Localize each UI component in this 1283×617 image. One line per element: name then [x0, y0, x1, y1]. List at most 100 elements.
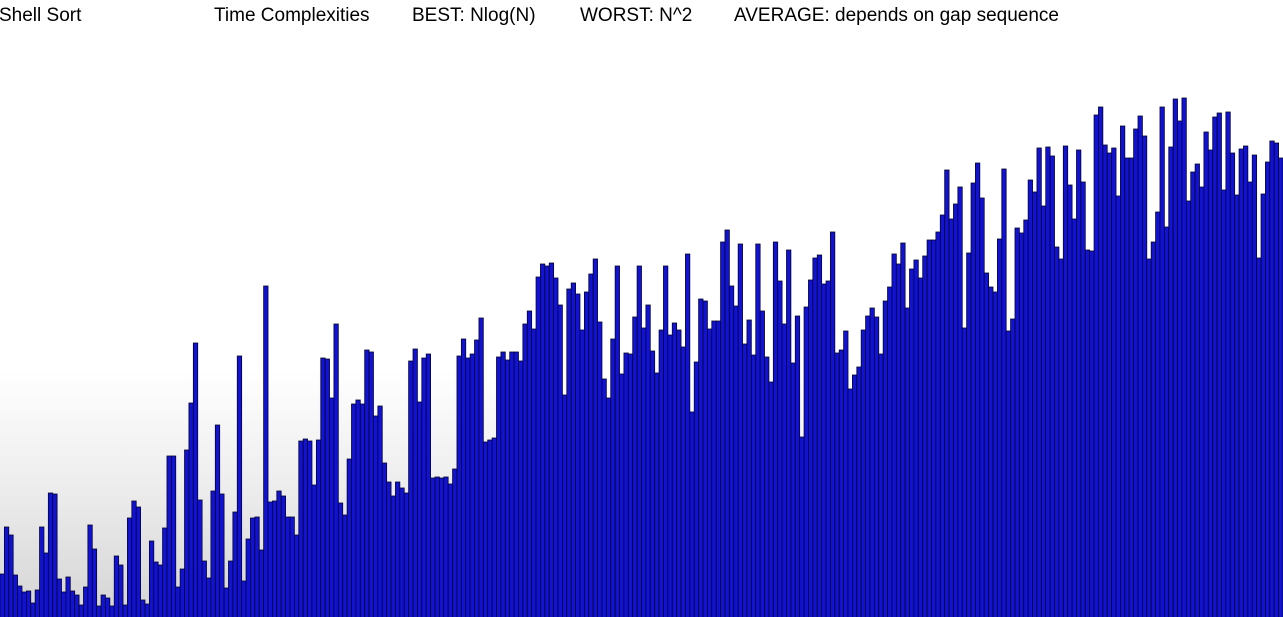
array-bar: [676, 329, 682, 617]
array-bar: [100, 594, 106, 617]
array-bar: [17, 585, 23, 617]
array-bar: [214, 424, 221, 617]
array-bar: [544, 265, 550, 617]
array-bar: [206, 577, 212, 617]
algorithm-title: Shell Sort: [0, 5, 82, 26]
array-bar: [913, 259, 919, 617]
array-bar: [250, 517, 256, 617]
array-bar: [289, 516, 295, 617]
array-bar: [78, 604, 84, 617]
array-bar: [566, 288, 572, 617]
array-bar: [1221, 189, 1227, 617]
array-bar: [610, 338, 616, 617]
array-bar: [324, 358, 330, 617]
array-bar: [1124, 157, 1130, 617]
array-bar: [1084, 249, 1091, 617]
array-bar: [1049, 155, 1055, 617]
array-bar: [821, 283, 827, 617]
array-bar: [487, 439, 493, 617]
array-bar: [1168, 146, 1174, 617]
array-bar: [311, 484, 317, 617]
array-bar: [1163, 226, 1170, 617]
array-bar: [1225, 111, 1231, 617]
array-bar: [39, 526, 45, 617]
array-bar: [575, 293, 581, 617]
array-bar: [355, 399, 361, 617]
array-bar: [3, 526, 10, 617]
array-bar: [724, 229, 730, 617]
array-bar: [1080, 181, 1086, 617]
array-bar: [970, 182, 976, 617]
array-bar: [148, 540, 155, 617]
array-bar: [162, 527, 168, 617]
array-bar: [583, 291, 590, 617]
array-bar: [601, 378, 607, 617]
array-bar: [1120, 125, 1126, 617]
array-bar: [816, 254, 823, 617]
array-bar: [1212, 116, 1218, 617]
array-bar: [1234, 194, 1240, 617]
array-bar: [337, 502, 344, 617]
array-bar: [592, 258, 598, 617]
array-bar: [1199, 186, 1205, 617]
array-bar: [403, 492, 410, 617]
array-bar: [513, 351, 519, 617]
array-bar: [1010, 318, 1016, 617]
header-bar: Shell Sort Time Complexities BEST: Nlog(…: [0, 0, 1283, 34]
array-bar: [276, 490, 282, 617]
array-bar: [1106, 152, 1113, 617]
array-bar: [373, 415, 379, 617]
array-bar: [632, 316, 638, 617]
array-bar: [83, 586, 89, 617]
array-bar: [43, 552, 49, 617]
array-bar: [12, 574, 18, 617]
array-bar: [1273, 142, 1279, 617]
array-bar: [693, 361, 700, 617]
array-bar: [302, 438, 308, 617]
array-bar: [1256, 257, 1262, 617]
array-bar: [184, 449, 190, 617]
array-bar: [838, 349, 845, 617]
array-bar: [122, 604, 128, 617]
array-bar: [794, 315, 801, 617]
array-bar: [478, 317, 484, 617]
array-bar: [368, 351, 374, 617]
array-bar: [1018, 232, 1025, 617]
array-bar: [232, 511, 238, 617]
array-bar: [272, 500, 278, 617]
array-bar: [228, 560, 234, 617]
array-bar: [377, 405, 383, 617]
array-bar: [641, 327, 647, 617]
array-bar: [750, 354, 757, 617]
array-bar: [280, 495, 286, 617]
array-bar: [961, 327, 968, 617]
array-bar: [1089, 250, 1095, 617]
array-bar: [715, 320, 721, 617]
array-bar: [1155, 211, 1161, 617]
array-bar: [1260, 193, 1266, 617]
array-bar: [201, 560, 207, 617]
array-bar: [786, 249, 792, 617]
array-bar: [1058, 258, 1064, 617]
array-bar: [30, 602, 36, 617]
array-bar: [557, 304, 563, 617]
array-bar: [698, 298, 704, 617]
array-bar: [1181, 97, 1187, 617]
array-bar: [1054, 246, 1060, 617]
array-bar: [430, 477, 436, 617]
array-bar: [966, 252, 972, 617]
array-bar: [65, 576, 71, 617]
array-bar: [359, 403, 366, 617]
array-bar: [87, 524, 93, 617]
array-bar: [69, 590, 76, 617]
array-bar: [465, 357, 471, 617]
array-bar: [197, 499, 203, 617]
array-bar: [1238, 148, 1244, 617]
array-bar: [188, 402, 194, 617]
array-bar: [408, 360, 414, 617]
array-bar: [1172, 98, 1178, 617]
array-bar: [667, 334, 673, 617]
array-bar: [351, 403, 357, 617]
array-bar: [1190, 171, 1196, 617]
array-bar: [781, 323, 787, 617]
